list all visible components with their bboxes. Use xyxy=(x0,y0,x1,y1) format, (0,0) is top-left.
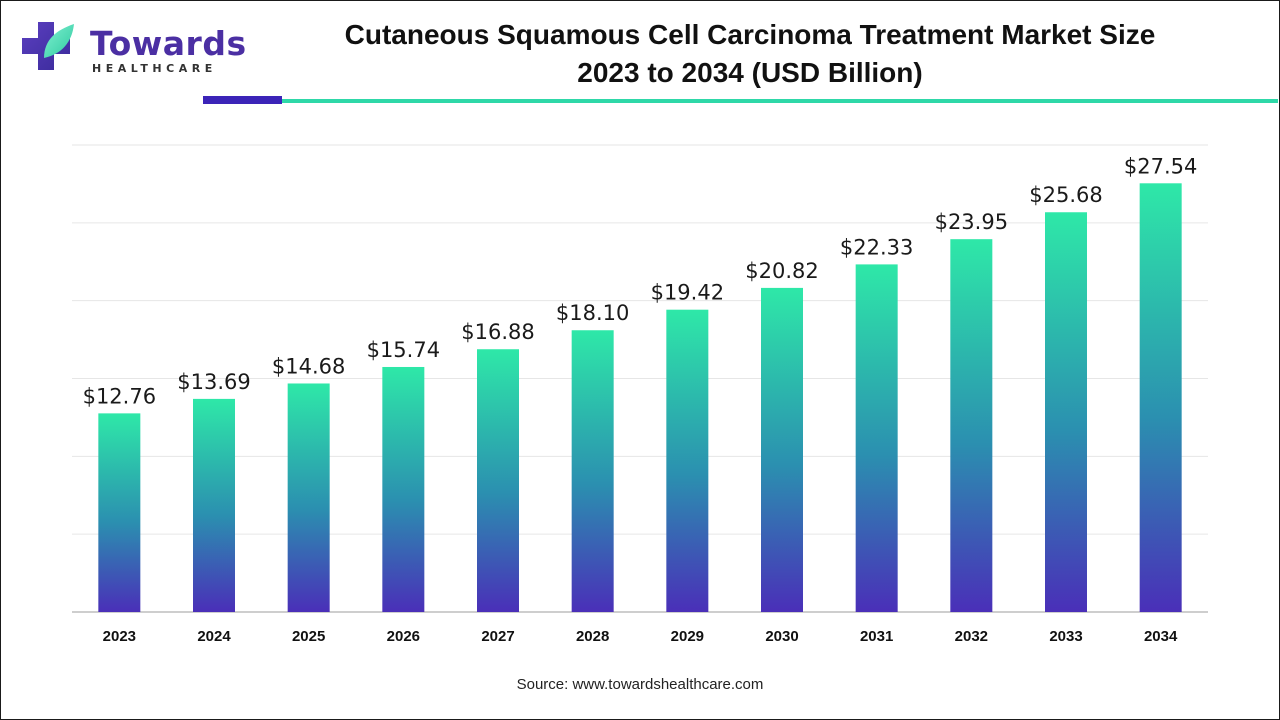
bar-2031 xyxy=(855,264,898,612)
x-tick-label-2024: 2024 xyxy=(197,628,231,645)
chart-title-line-1: Cutaneous Squamous Cell Carcinoma Treatm… xyxy=(344,19,1156,50)
x-tick-label-2028: 2028 xyxy=(576,628,609,645)
logo-wordmark: Towards xyxy=(90,24,247,63)
logo-subtitle: HEALTHCARE xyxy=(92,62,217,75)
bar-2026 xyxy=(382,366,425,612)
value-label-2024: $13.69 xyxy=(177,370,250,394)
value-label-2030: $20.82 xyxy=(745,259,818,283)
value-label-2026: $15.74 xyxy=(367,338,440,362)
value-label-2027: $16.88 xyxy=(461,320,534,344)
x-tick-label-2032: 2032 xyxy=(955,628,988,645)
x-tick-label-2031: 2031 xyxy=(860,628,893,645)
bar-2033 xyxy=(1045,212,1087,613)
value-label-2029: $19.42 xyxy=(651,281,724,305)
bar-2028 xyxy=(571,330,614,612)
title-underline-light xyxy=(282,99,1278,103)
title-underline-dark xyxy=(203,96,282,104)
bar-2030 xyxy=(761,287,803,612)
x-tick-label-2026: 2026 xyxy=(387,628,420,645)
value-label-2028: $18.10 xyxy=(556,301,629,325)
bar-2034 xyxy=(1139,183,1182,612)
x-tick-label-2029: 2029 xyxy=(671,628,704,645)
bar-2025 xyxy=(287,383,330,612)
chart-title-line-2: 2023 to 2034 (USD Billion) xyxy=(577,57,923,88)
value-label-2031: $22.33 xyxy=(840,235,913,259)
x-tick-label-2027: 2027 xyxy=(481,628,514,645)
x-tick-label-2023: 2023 xyxy=(103,628,136,645)
medical-cross-icon xyxy=(22,22,74,70)
bar-2024 xyxy=(193,398,235,612)
value-label-2025: $14.68 xyxy=(272,354,345,378)
source-note: Source: www.towardshealthcare.com xyxy=(516,676,764,693)
company-logo: Towards HEALTHCARE xyxy=(18,18,248,78)
x-tick-label-2030: 2030 xyxy=(765,628,798,645)
chart-title: Cutaneous Squamous Cell Carcinoma Treatm… xyxy=(290,16,1210,92)
bar-2023 xyxy=(98,413,141,612)
bar-2032 xyxy=(950,239,993,612)
value-label-2023: $12.76 xyxy=(83,384,156,408)
bar-2029 xyxy=(666,309,709,612)
x-tick-label-2025: 2025 xyxy=(292,628,325,645)
value-label-2034: $27.54 xyxy=(1124,154,1197,178)
value-label-2033: $25.68 xyxy=(1029,183,1102,207)
x-tick-label-2034: 2034 xyxy=(1144,628,1178,645)
bar-2027 xyxy=(477,349,519,612)
value-label-2032: $23.95 xyxy=(935,210,1008,234)
x-tick-label-2033: 2033 xyxy=(1049,628,1082,645)
